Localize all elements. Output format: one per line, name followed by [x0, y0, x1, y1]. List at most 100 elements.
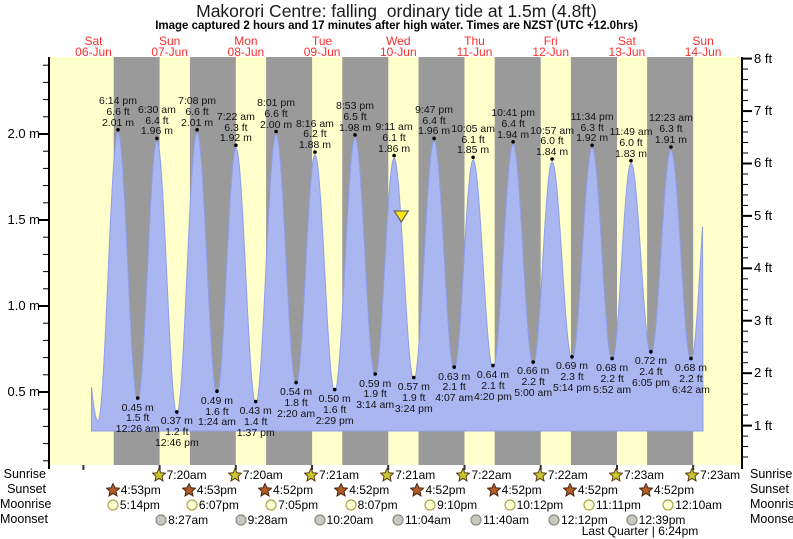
moonrise-time: 12:10am: [675, 497, 722, 512]
moonset-time: 11:40am: [483, 512, 529, 527]
day-date-label: 11-Jun: [456, 45, 493, 59]
chart-subtitle: Image captured 2 hours and 17 minutes af…: [155, 20, 638, 32]
tide-low-annotation: 0.64 m 2.1 ft 4:20 pm: [473, 368, 512, 403]
sunset-time: 4:52pm: [273, 482, 314, 497]
moonrise-circle-icon: [344, 498, 357, 511]
y-axis-left-label: 2.0 m: [7, 126, 40, 141]
sunrise-star-icon: [532, 467, 547, 482]
day-name-label: Tue: [311, 34, 333, 48]
sunset-time: 4:52pm: [577, 482, 618, 497]
sunrise-time-entry: 7:22am: [532, 467, 588, 482]
tide-low-annotation: 0.43 m 1.4 ft 1:37 pm: [236, 405, 275, 439]
moonset-time: 12:39pm: [638, 512, 686, 527]
tide-low-annotation: 0.57 m 1.9 ft 3:24 pm: [394, 380, 433, 415]
sunset-time: 4:52pm: [425, 482, 466, 497]
day-name-label: Thu: [464, 34, 485, 48]
sunset-time: 4:52pm: [349, 482, 390, 497]
tide-low-annotation: 0.63 m 2.1 ft 4:07 am: [435, 370, 474, 405]
y-axis-right-label: 4 ft: [754, 260, 773, 276]
sunset-time-entry: 4:52pm: [562, 482, 618, 497]
day-date-label: 07-Jun: [151, 45, 189, 59]
y-axis-right-label: 8 ft: [754, 50, 773, 66]
sunrise-time: 7:21am: [319, 467, 360, 482]
day-name-label: Sat: [617, 34, 636, 48]
tide-high-annotation: 7:08 pm 6.6 ft 2.01 m: [178, 95, 217, 129]
tide-high-annotation: 8:01 pm 6.6 ft 2.00 m: [257, 97, 296, 131]
moonrise-time: 10:12pm: [516, 497, 564, 512]
sunset-time-entry: 4:53pm: [181, 482, 237, 497]
moonset-time: 12:12pm: [561, 512, 608, 527]
sunset-time: 4:53pm: [196, 482, 237, 497]
moonset-time-entry: 10:20am: [313, 512, 374, 527]
y-axis-right-label: 6 ft: [754, 155, 773, 171]
sunset-time-entry: 4:52pm: [334, 482, 389, 497]
moonrise-time-entry: 8:07pm: [344, 497, 398, 512]
moonset-time: 10:20am: [326, 512, 374, 527]
moonrise-circle-icon: [107, 498, 119, 511]
sunrise-time: 7:20am: [242, 467, 283, 482]
moonrise-time-entry: 10:12pm: [503, 497, 564, 512]
moonrise-time: 8:07pm: [357, 497, 398, 512]
sunrise-time: 7:20am: [166, 467, 207, 482]
sunrise-star-icon: [151, 467, 166, 482]
sunset-star-icon: [105, 482, 120, 497]
tide-low-annotation: 0.54 m 1.8 ft 2:20 am: [277, 386, 316, 420]
sunset-time-entry: 4:52pm: [410, 482, 465, 497]
row-label-sunrise: Sunrise: [3, 467, 46, 481]
sunset-star-icon: [181, 482, 196, 497]
tide-high-annotation: 9:47 pm 6.4 ft 1.96 m: [415, 103, 454, 138]
sunrise-time-entry: 7:22am: [456, 467, 512, 482]
moonrise-time-entry: 7:05pm: [265, 497, 318, 512]
tide-high-annotation: 8:53 pm 6.5 ft 1.98 m: [336, 100, 374, 135]
row-label-sunset: Sunset: [7, 482, 46, 496]
moonrise-circle-icon: [186, 498, 198, 511]
y-axis-right-label: 3 ft: [754, 312, 773, 328]
sunset-time: 4:52pm: [654, 482, 695, 497]
sunset-time: 4:52pm: [501, 482, 542, 497]
sunset-time-entry: 4:52pm: [639, 482, 694, 497]
moonrise-circle-icon: [662, 498, 674, 511]
moonrise-time: 7:05pm: [278, 497, 319, 512]
moonrise-time-entry: 5:14pm: [107, 497, 160, 512]
tide-low-annotation: 0.68 m 2.2 ft 5:52 am: [593, 362, 632, 396]
tide-high-annotation: 10:41 pm 6.4 ft 1.94 m: [491, 107, 536, 141]
moonrise-time: 5:14pm: [119, 497, 160, 512]
day-name-label: Sun: [159, 34, 181, 48]
row-label-moonrise: Moonrise: [750, 497, 793, 511]
tide-high-annotation: 12:23 am 6.3 ft 1.91 m: [649, 112, 693, 147]
moonset-circle-icon: [313, 513, 326, 526]
day-name-label: Sat: [84, 34, 103, 48]
tide-low-annotation: 0.49 m 1.6 ft 1:24 am: [197, 394, 236, 429]
day-name-label: Fri: [543, 34, 558, 48]
moonrise-circle-icon: [503, 498, 516, 511]
moonset-time: 9:28am: [247, 512, 288, 527]
day-date-label: 09-Jun: [303, 45, 341, 59]
y-axis-right-label: 7 ft: [754, 103, 773, 119]
y-axis-right-label: 1 ft: [754, 417, 773, 433]
moonset-time-entry: 11:40am: [470, 512, 529, 527]
tide-high-annotation: 10:57 am 6.0 ft 1.84 m: [530, 124, 574, 159]
tide-high-annotation: 6:14 pm 6.6 ft 2.01 m: [99, 95, 137, 129]
moonset-circle-icon: [548, 513, 560, 526]
sunset-time-entry: 4:52pm: [258, 482, 313, 497]
sunset-star-icon: [334, 482, 349, 497]
y-axis-right-label: 5 ft: [754, 207, 773, 223]
sunrise-time-entry: 7:23am: [608, 467, 664, 482]
y-axis-left-label: 1.5 m: [7, 212, 40, 227]
tide-low-annotation: 0.45 m 1.5 ft 12:26 am: [115, 401, 160, 436]
sunset-star-icon: [486, 482, 501, 497]
row-label-moonset: Moonset: [0, 512, 48, 526]
sunset-star-icon: [562, 482, 577, 497]
tide-low-annotation: 0.72 m 2.4 ft 6:05 pm: [631, 355, 670, 389]
sunrise-star-icon: [685, 467, 700, 482]
moonset-circle-icon: [470, 513, 482, 526]
sunrise-star-icon: [304, 467, 319, 482]
sunrise-time-entry: 7:20am: [151, 467, 207, 482]
tide-low-annotation: 0.37 m 1.2 ft 12:46 pm: [154, 415, 199, 449]
tide-low-annotation: 0.59 m 1.9 ft 3:14 am: [356, 377, 395, 412]
tide-high-annotation: 6:30 am 6.4 ft 1.96 m: [137, 103, 176, 138]
tide-low-annotation: 0.68 m 2.2 ft 6:42 am: [671, 362, 710, 396]
sunrise-star-icon: [227, 467, 242, 482]
